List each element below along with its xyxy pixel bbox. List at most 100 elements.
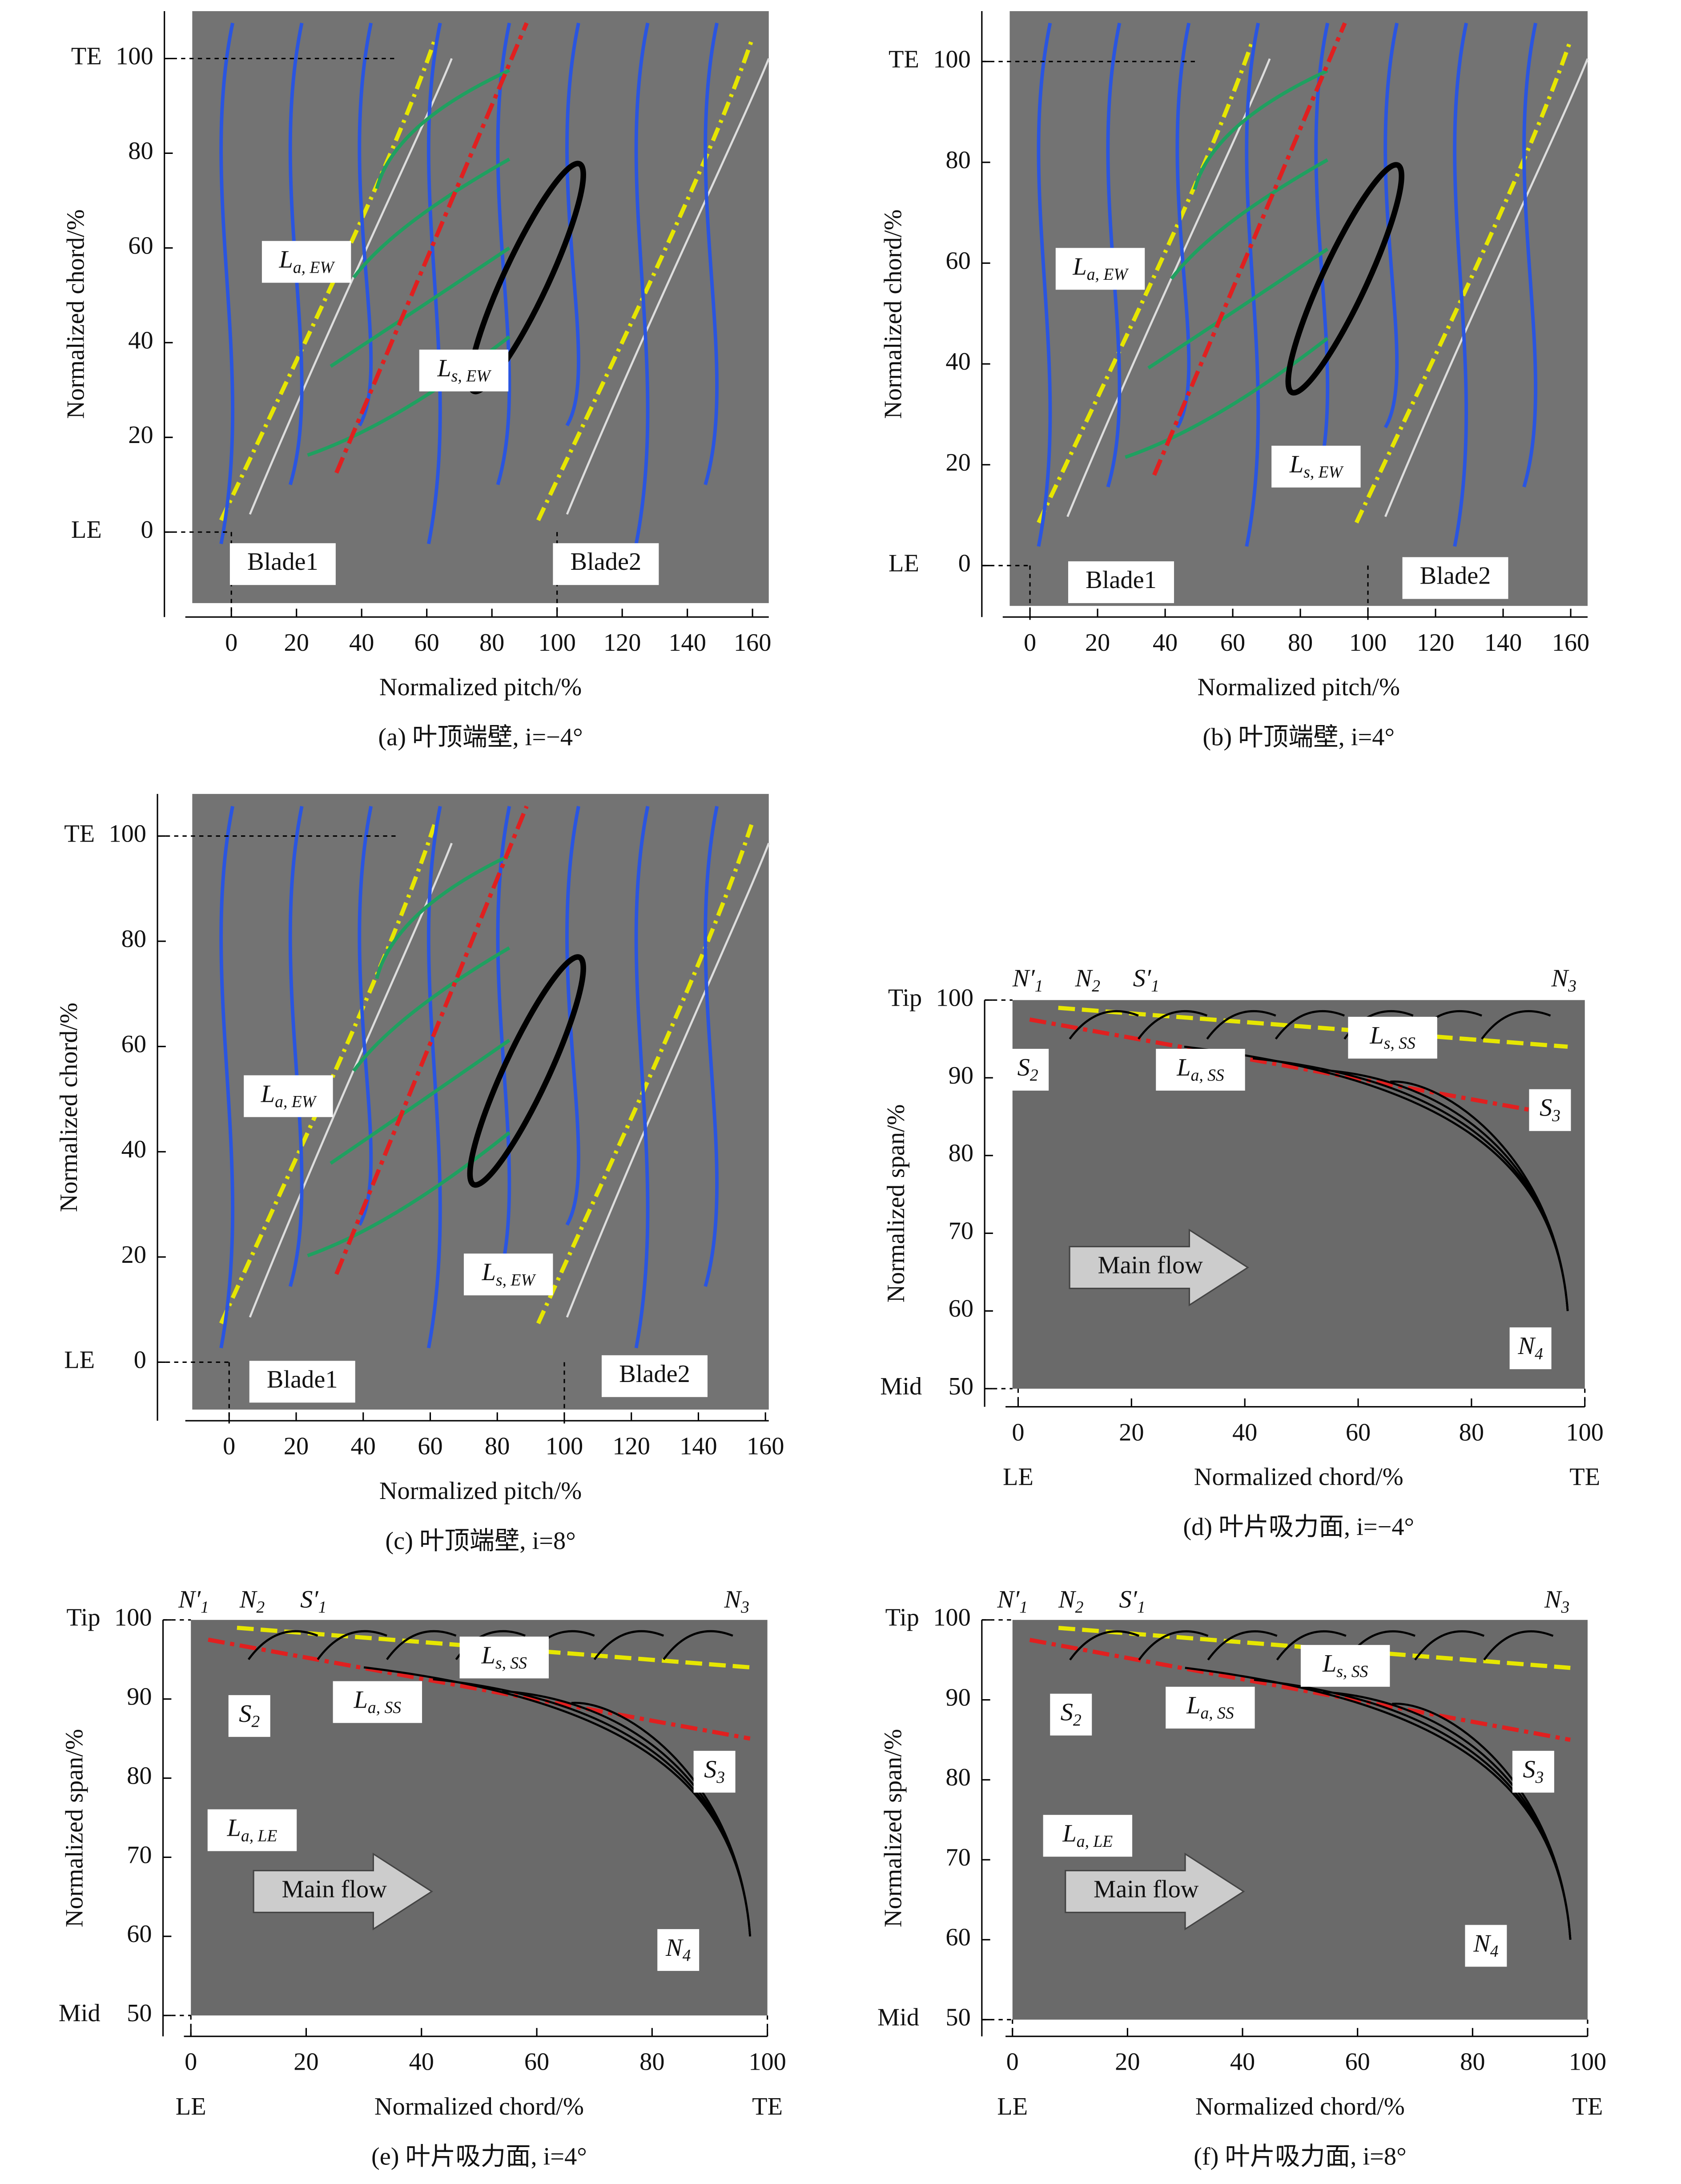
flow-image (1012, 1000, 1585, 1389)
reattachment-line (334, 805, 529, 1275)
annotation-text: L (437, 355, 451, 382)
vortex-line (1170, 158, 1329, 280)
x-tick-label: 80 (639, 2048, 664, 2076)
x-mark-label: LE (1003, 1463, 1034, 1491)
x-tick-label: 100 (1349, 629, 1387, 657)
annotation-subscript: 4 (1535, 1345, 1543, 1363)
annotation: N2 (239, 1586, 265, 1616)
flow-line (1207, 1630, 1278, 1661)
y-mark-label: LE (64, 1346, 95, 1374)
annotation-text: N (1058, 1586, 1077, 1613)
y-tick-label: 60 (128, 232, 153, 259)
annotation-text: L (1322, 1650, 1336, 1677)
x-tick-label: 80 (1459, 1418, 1484, 1446)
annotation: Ls, SS (481, 1641, 527, 1672)
annotation-subscript: a, SS (1191, 1066, 1224, 1084)
annotation-text: N′ (1012, 964, 1036, 992)
annotation: Blade2 (619, 1360, 690, 1388)
annotation: S2 (239, 1700, 260, 1731)
annotation-text: L (227, 1814, 241, 1842)
label-box (1512, 1751, 1554, 1793)
blade (1384, 58, 1589, 517)
x-tick-label: 40 (409, 2048, 434, 2076)
label-box (1348, 1016, 1437, 1059)
x-tick-label: 40 (349, 629, 374, 657)
annotation: Ls, EW (1289, 451, 1344, 481)
y-tick-label: 90 (945, 1684, 970, 1711)
flow-image (192, 11, 769, 603)
y-tick-label: 50 (127, 1999, 152, 2027)
flow-image (1009, 11, 1588, 606)
annotation: N3 (724, 1586, 749, 1616)
x-tick-label: 120 (1417, 629, 1455, 657)
annotation: Blade2 (571, 548, 642, 576)
blade (566, 58, 770, 515)
annotation-text: S (239, 1700, 251, 1728)
y-tick-label: 80 (945, 1764, 970, 1791)
x-tick-label: 60 (414, 629, 439, 657)
x-tick-label: 0 (1024, 629, 1036, 657)
caption: (b) 叶顶端壁, i=4° (1202, 724, 1395, 751)
annotation-text: L (1176, 1054, 1190, 1081)
y-tick-label: 70 (945, 1844, 970, 1871)
vortex-line (1125, 337, 1329, 459)
y-mark-label: LE (71, 516, 102, 544)
flow-line (288, 806, 304, 1287)
label-box (419, 349, 509, 391)
label-box (244, 1075, 333, 1117)
x-tick-label: 100 (748, 2048, 786, 2076)
caption: (e) 叶片吸力面, i=4° (371, 2143, 587, 2171)
annotation: La, EW (261, 1080, 318, 1111)
vortex-line (352, 946, 511, 1072)
y-axis-title: Normalized chord/% (880, 210, 907, 419)
annotation-subscript: 4 (683, 1946, 691, 1965)
vortex-line (375, 854, 511, 979)
label-box (228, 1695, 270, 1737)
annotation-subscript: 2 (1092, 977, 1100, 995)
annotation-text: N′ (178, 1586, 201, 1613)
flow-line (634, 806, 650, 1349)
y-tick-label: 80 (121, 925, 146, 953)
y-tick-label: 40 (128, 326, 153, 354)
y-tick-label: 20 (945, 449, 970, 476)
vortex-line (1193, 69, 1328, 190)
annotation: La, EW (1072, 253, 1129, 283)
annotation: Blade2 (1420, 562, 1491, 589)
annotation: Main flow (1094, 1875, 1199, 1903)
y-tick-label: 80 (945, 146, 970, 174)
annotation-text: S (1017, 1054, 1030, 1081)
annotation-subscript: 3 (1560, 1598, 1569, 1616)
y-mark-label: Tip (66, 1604, 100, 1632)
label-box (463, 1253, 553, 1296)
label-box (1055, 248, 1145, 290)
annotation-subscript: s, EW (496, 1271, 536, 1289)
annotation-subscript: 3 (1568, 977, 1576, 995)
y-tick-label: 60 (945, 247, 970, 275)
y-tick-label: 90 (949, 1062, 973, 1089)
annotation: Blade1 (267, 1366, 338, 1393)
annotation: N4 (1473, 1930, 1498, 1960)
annotation: N4 (1517, 1332, 1543, 1363)
annotation: La, EW (279, 246, 336, 277)
y-axis-title: Normalized span/% (880, 1729, 907, 1927)
flow-line (426, 22, 442, 544)
annotation-subscript: 1 (318, 1598, 327, 1616)
annotation: N′1 (178, 1586, 209, 1616)
label-box (1300, 1645, 1390, 1687)
annotation-text: N (724, 1586, 743, 1613)
annotation: S3 (1523, 1756, 1544, 1786)
annotation-text: L (261, 1080, 275, 1108)
x-tick-label: 120 (603, 629, 641, 657)
separation-line (1354, 40, 1572, 524)
x-tick-label: 20 (284, 1433, 309, 1460)
y-mark-label: Tip (888, 984, 922, 1011)
label-box (207, 1809, 297, 1851)
flow-line (1276, 1630, 1347, 1661)
annotation-subscript: 2 (251, 1713, 260, 1731)
annotation-text: L (354, 1686, 368, 1713)
x-tick-label: 60 (1220, 629, 1245, 657)
flow-line (634, 22, 650, 544)
annotation-text: Blade1 (267, 1366, 338, 1393)
annotation-subscript: s, EW (451, 367, 492, 385)
